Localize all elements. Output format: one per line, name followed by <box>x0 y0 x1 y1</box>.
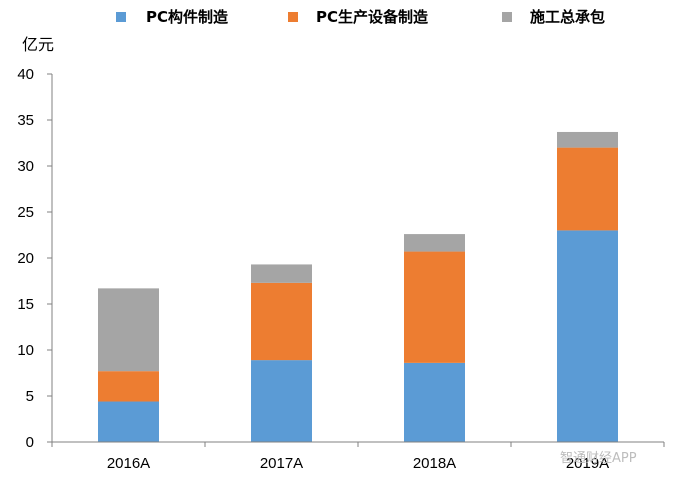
y-tick-label: 40 <box>17 66 34 83</box>
bar-segment-pc-equipment <box>404 251 465 363</box>
bar-segment-pc-components <box>557 230 618 442</box>
y-tick-label: 15 <box>17 296 34 313</box>
x-tick-label: 2019A <box>566 455 609 472</box>
y-axis-tick-labels: 0 5 10 15 20 25 30 35 40 <box>17 66 34 451</box>
bar-segment-pc-equipment <box>557 147 618 231</box>
legend-item-general-contracting: 施工总承包 <box>502 8 605 26</box>
axis-tick-marks <box>47 73 665 447</box>
y-tick-label: 5 <box>26 388 34 405</box>
legend: PC构件制造 PC生产设备制造 施工总承包 <box>116 8 605 26</box>
bar-segment-pc-components <box>404 362 465 442</box>
y-tick-label: 0 <box>26 434 34 451</box>
bar-segment-pc-equipment <box>98 371 159 402</box>
bar-segment-general-contracting <box>98 288 159 372</box>
bar-segment-general-contracting <box>557 131 618 148</box>
bar-segment-pc-components <box>98 401 159 442</box>
bar-segment-general-contracting <box>251 264 312 283</box>
legend-label-pc-equipment: PC生产设备制造 <box>316 8 428 26</box>
x-tick-label: 2018A <box>413 455 456 472</box>
x-tick-label: 2016A <box>107 455 150 472</box>
x-axis-tick-labels: 2016A 2017A 2018A 2019A <box>107 455 609 472</box>
legend-item-pc-components: PC构件制造 <box>116 8 228 26</box>
bar-segment-general-contracting <box>404 234 465 252</box>
legend-label-general-contracting: 施工总承包 <box>530 8 605 26</box>
y-axis-unit-label: 亿元 <box>22 35 54 54</box>
bars <box>98 131 618 442</box>
y-tick-label: 30 <box>17 158 34 175</box>
bar-segment-pc-components <box>251 360 312 442</box>
y-tick-label: 35 <box>17 112 34 129</box>
legend-swatch-pc-equipment <box>288 12 298 22</box>
y-tick-label: 20 <box>17 250 34 267</box>
watermark-text: 智通财经APP <box>560 451 637 466</box>
legend-label-pc-components: PC构件制造 <box>146 8 228 26</box>
legend-item-pc-equipment: PC生产设备制造 <box>288 8 428 26</box>
y-tick-label: 10 <box>17 342 34 359</box>
bar-segment-pc-equipment <box>251 282 312 361</box>
x-tick-label: 2017A <box>260 455 303 472</box>
legend-swatch-general-contracting <box>502 12 512 22</box>
y-tick-label: 25 <box>17 204 34 221</box>
legend-swatch-pc-components <box>116 12 126 22</box>
